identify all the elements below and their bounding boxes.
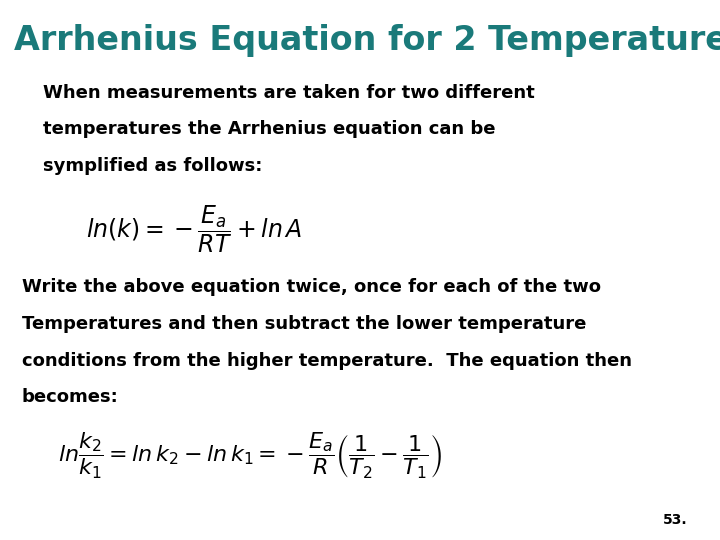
Text: becomes:: becomes: [22,388,118,406]
Text: $ln(k) = -\dfrac{E_a}{RT} + ln\,A$: $ln(k) = -\dfrac{E_a}{RT} + ln\,A$ [86,204,302,255]
Text: Write the above equation twice, once for each of the two: Write the above equation twice, once for… [22,278,600,296]
Text: Temperatures and then subtract the lower temperature: Temperatures and then subtract the lower… [22,315,586,333]
Text: conditions from the higher temperature.  The equation then: conditions from the higher temperature. … [22,352,631,369]
Text: symplified as follows:: symplified as follows: [43,157,263,175]
Text: 53.: 53. [663,512,688,526]
Text: Arrhenius Equation for 2 Temperatures: Arrhenius Equation for 2 Temperatures [14,24,720,57]
Text: $ln\dfrac{k_2}{k_1} = ln\,k_2 - ln\,k_1 = -\dfrac{E_a}{R}\left(\dfrac{1}{T_2} - : $ln\dfrac{k_2}{k_1} = ln\,k_2 - ln\,k_1 … [58,431,442,481]
Text: When measurements are taken for two different: When measurements are taken for two diff… [43,84,535,102]
Text: temperatures the Arrhenius equation can be: temperatures the Arrhenius equation can … [43,120,495,138]
